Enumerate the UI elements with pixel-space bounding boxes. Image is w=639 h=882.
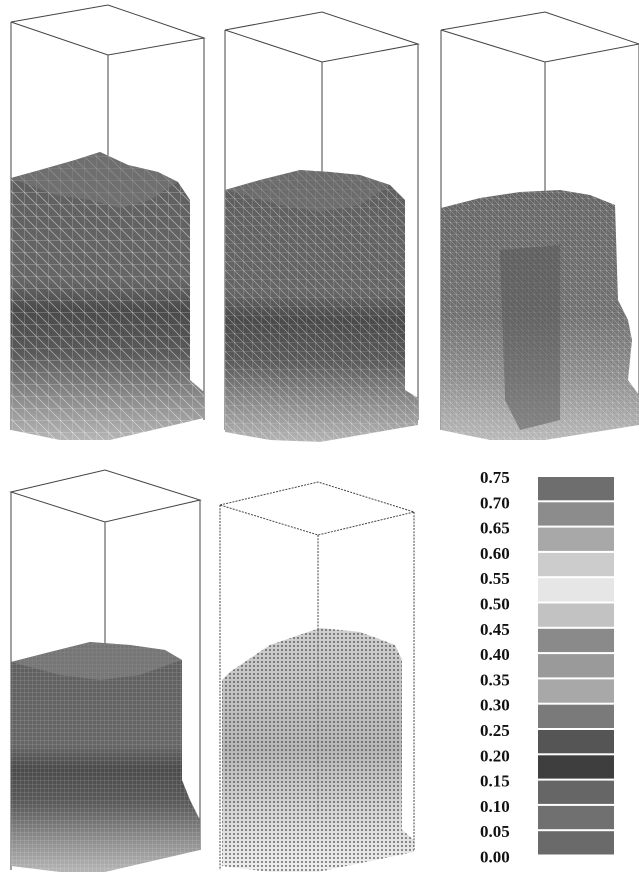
legend-label: 0.70: [480, 493, 510, 512]
legend-label: 0.25: [480, 721, 510, 740]
legend-swatch: [538, 552, 614, 577]
legend-swatch: [538, 780, 614, 804]
legend-swatch: [538, 654, 614, 678]
legend-label: 0.40: [480, 645, 510, 664]
legend-label: 0.05: [480, 822, 510, 841]
legend-label: 0.30: [480, 696, 510, 715]
legend-label: 0.75: [480, 468, 510, 487]
legend-label: 0.50: [480, 595, 510, 614]
legend-label: 0.45: [480, 620, 510, 639]
panel-5: [218, 481, 416, 872]
legend-swatch: [538, 805, 614, 830]
legend-label: 0.60: [480, 544, 510, 563]
legend-label: 0.20: [480, 746, 510, 765]
legend-label: 0.15: [480, 772, 510, 791]
legend-swatch: [538, 831, 614, 855]
legend-swatch: [538, 527, 614, 551]
box-outline: [218, 481, 416, 870]
panel-3: [440, 11, 639, 440]
legend-swatch: [538, 704, 614, 728]
legend-label: 0.55: [480, 569, 510, 588]
legend-swatch: [538, 502, 614, 526]
legend-swatch: [538, 679, 614, 703]
legend-label: 0.00: [480, 848, 510, 867]
panel-1: [10, 4, 206, 440]
legend-swatch: [538, 603, 614, 627]
legend-label: 0.65: [480, 519, 510, 538]
legend-swatch: [538, 755, 614, 779]
legend-label: 0.35: [480, 670, 510, 689]
panel-2: [224, 11, 420, 442]
color-legend: 0.75 0.70 0.65 0.60 0.55 0.50 0.45 0.40 0.35 0.30…: [480, 468, 614, 867]
panel-4: [9, 469, 202, 872]
legend-swatch: [538, 578, 614, 602]
legend-swatch: [538, 477, 614, 501]
legend-swatch: [538, 628, 614, 653]
legend-label: 0.10: [480, 797, 510, 816]
legend-swatch: [538, 730, 614, 754]
